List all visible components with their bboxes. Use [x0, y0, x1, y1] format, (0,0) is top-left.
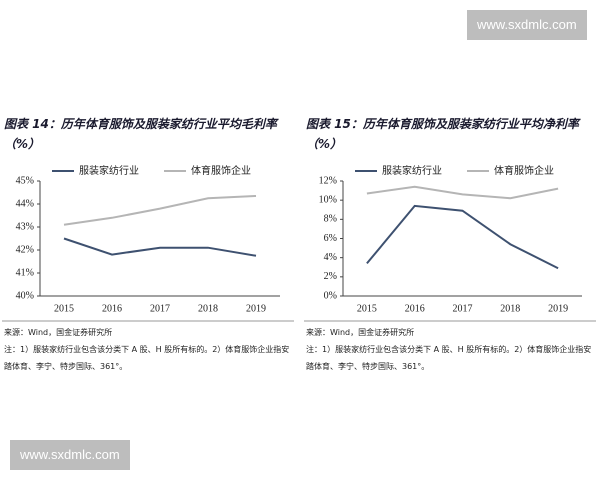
chart-title: 图表 15：历年体育服饰及服装家纺行业平均净利率（%） [306, 117, 579, 151]
x-tick-label: 2019 [246, 303, 266, 314]
y-tick-label: 6% [324, 233, 337, 244]
x-tick-label: 2016 [102, 303, 122, 314]
y-tick-label: 2% [324, 271, 337, 282]
series-line [63, 237, 257, 257]
note: 注：1）服装家纺行业包含该分类下 A 股、H 股所有标的。2）体育服饰企业指安踏… [4, 345, 290, 371]
x-tick-label: 2017 [150, 303, 170, 314]
legend-label: 体育服饰企业 [494, 164, 554, 177]
chart-title: 图表 14：历年体育服饰及服装家纺行业平均毛利率（%） [4, 117, 277, 151]
x-tick-label: 2016 [405, 303, 425, 314]
watermark: www.sxdmlc.com [467, 10, 587, 40]
x-tick-label: 2018 [500, 303, 520, 314]
series-line [63, 194, 257, 226]
x-tick-label: 2017 [453, 303, 473, 314]
y-tick-label: 0% [324, 290, 337, 301]
y-tick-label: 41% [16, 267, 34, 278]
y-tick-label: 44% [16, 198, 34, 209]
series-line [366, 204, 559, 270]
legend-label: 体育服饰企业 [191, 164, 251, 177]
x-tick-label: 2015 [54, 303, 74, 314]
legend-label: 服装家纺行业 [382, 164, 442, 177]
y-tick-label: 10% [319, 194, 337, 205]
y-tick-label: 4% [324, 252, 337, 263]
watermark: www.sxdmlc.com [10, 440, 130, 470]
y-tick-label: 45% [16, 175, 34, 186]
y-tick-label: 43% [16, 221, 34, 232]
y-tick-label: 8% [324, 214, 337, 225]
x-tick-label: 2018 [198, 303, 218, 314]
y-tick-label: 12% [319, 175, 337, 186]
x-tick-label: 2019 [548, 303, 568, 314]
note: 注：1）服装家纺行业包含该分类下 A 股、H 股所有标的。2）体育服饰企业指安踏… [306, 345, 592, 371]
source: 来源：Wind，国金证券研究所 [306, 328, 415, 337]
x-tick-label: 2015 [357, 303, 377, 314]
source: 来源：Wind，国金证券研究所 [4, 328, 113, 337]
y-tick-label: 40% [16, 290, 34, 301]
series-line [366, 185, 559, 200]
legend-label: 服装家纺行业 [79, 164, 139, 177]
y-tick-label: 42% [16, 244, 34, 255]
